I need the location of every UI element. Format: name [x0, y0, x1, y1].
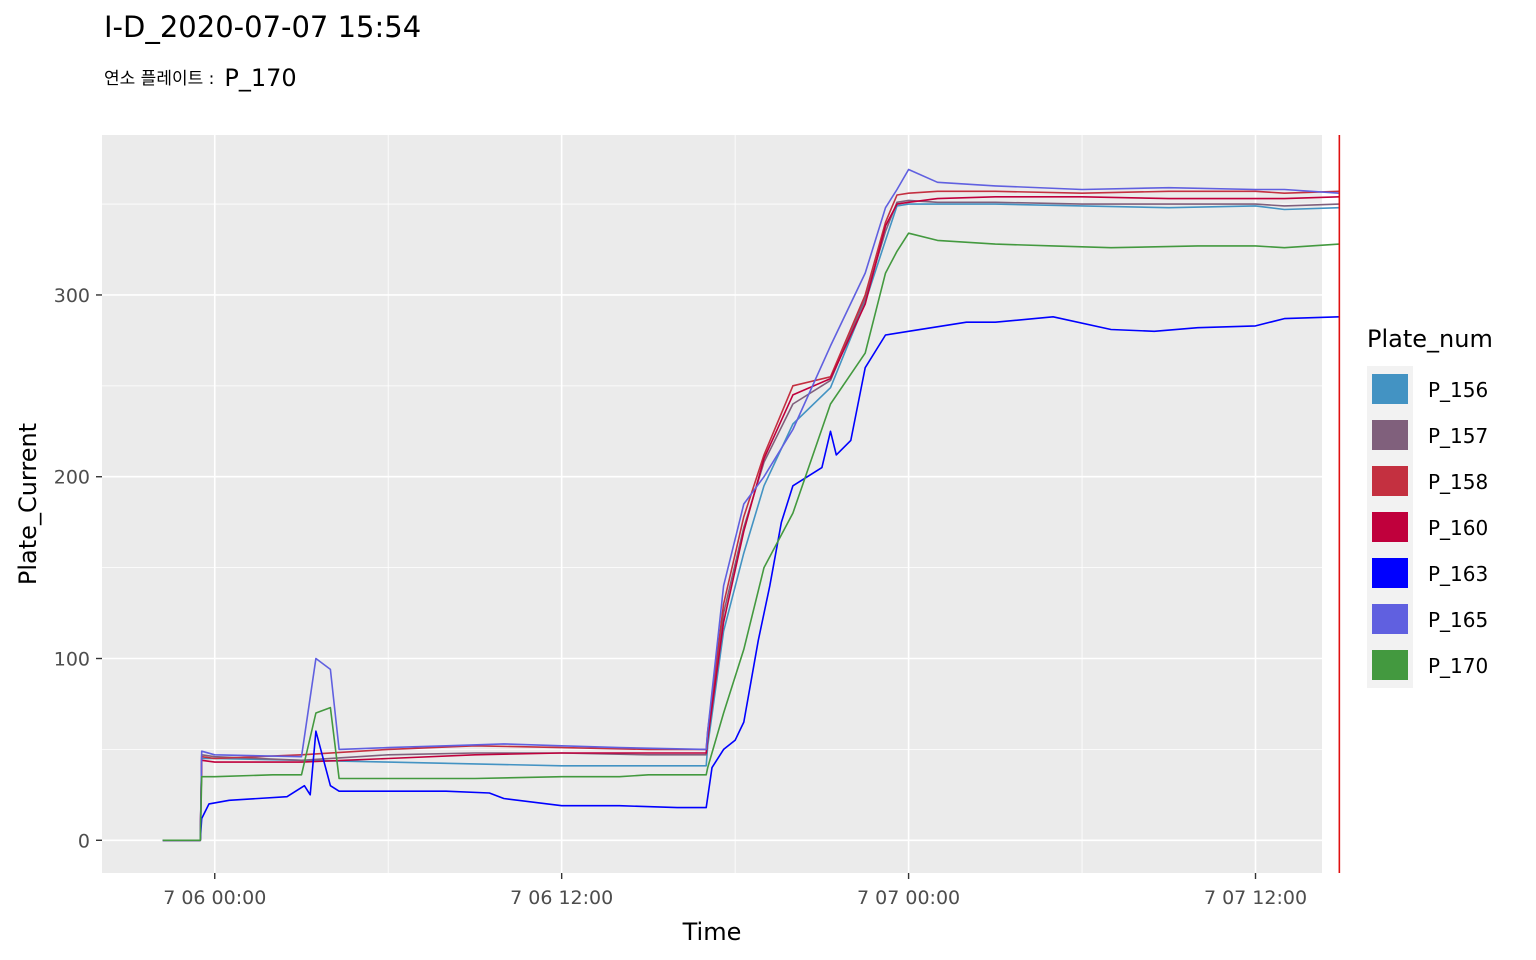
- y-axis: 0 100 200 300: [54, 285, 102, 852]
- legend-swatch: [1372, 466, 1408, 496]
- series-line-p-158: [162, 190, 1340, 842]
- legend-label: P_157: [1428, 424, 1488, 448]
- x-tick-label: 7 06 00:00: [163, 887, 266, 909]
- legend-swatch: [1372, 512, 1408, 542]
- legend-label: P_163: [1428, 562, 1488, 586]
- chart-title: I-D_2020-07-07 15:54: [104, 10, 422, 44]
- series-line-p-170: [162, 232, 1340, 842]
- legend-swatch: [1372, 374, 1408, 404]
- legend-swatch: [1372, 558, 1408, 588]
- y-tick-label: 100: [54, 649, 90, 671]
- x-tick-label: 7 06 12:00: [510, 887, 613, 909]
- x-tick-label: 7 07 00:00: [857, 887, 960, 909]
- legend-label: P_158: [1428, 470, 1488, 494]
- y-tick-label: 300: [54, 285, 90, 307]
- legend-label: P_170: [1428, 654, 1488, 678]
- series-line-p-163: [162, 316, 1340, 842]
- legend-title: Plate_num: [1367, 325, 1493, 353]
- legend-swatch: [1372, 604, 1408, 634]
- series-line-p-165: [162, 168, 1340, 842]
- legend-label: P_160: [1428, 516, 1488, 540]
- legend-swatch: [1372, 650, 1408, 680]
- legend-swatch: [1372, 420, 1408, 450]
- legend-label: P_165: [1428, 608, 1488, 632]
- subtitle-label: 연소 플레이트 :: [104, 69, 215, 89]
- x-tick-label: 7 07 12:00: [1204, 887, 1307, 909]
- chart-subtitle: 연소 플레이트 : P_170: [104, 62, 297, 92]
- legend: Plate_num P_156 P_157 P_158 P_160 P_163 P_165…: [1367, 325, 1493, 688]
- series-line-p-157: [162, 199, 1340, 842]
- series-layer: [162, 168, 1340, 842]
- y-tick-label: 200: [54, 467, 90, 489]
- y-axis-title: Plate_Current: [14, 423, 42, 585]
- legend-label: P_156: [1428, 378, 1488, 402]
- x-axis: 7 06 00:00 7 06 12:00 7 07 00:00 7 07 12:00: [163, 873, 1307, 909]
- x-axis-title: Time: [682, 918, 742, 946]
- grid-major: [102, 135, 1322, 873]
- series-line-p-160: [162, 196, 1340, 842]
- y-tick-label: 0: [78, 830, 90, 852]
- subtitle-value: P_170: [224, 64, 297, 92]
